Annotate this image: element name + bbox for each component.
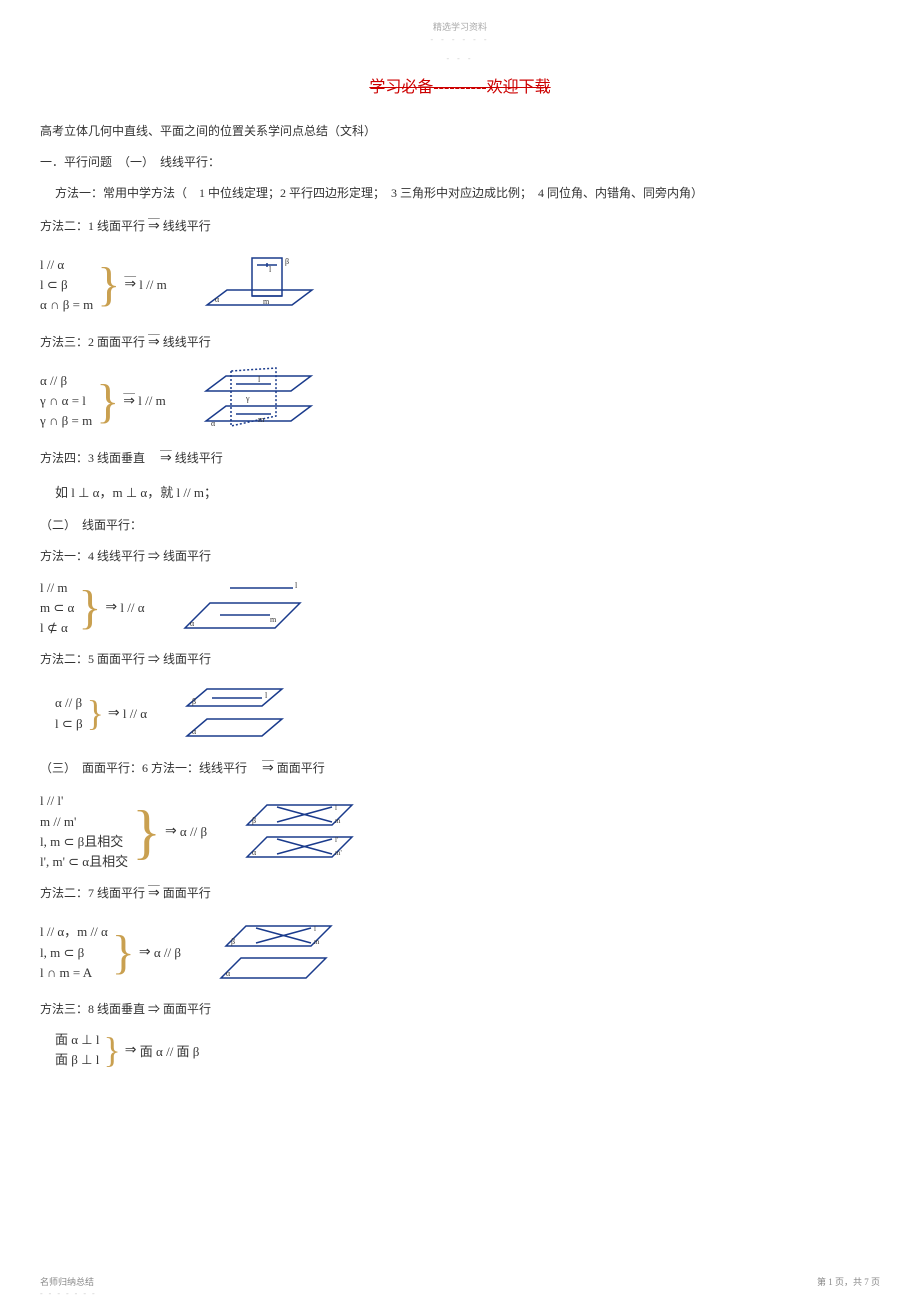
- method2-row: l // α l ⊂ β α ∩ β = m } ⇒ l // m α m β …: [40, 250, 880, 320]
- svg-text:l: l: [335, 804, 337, 812]
- s3-method3-heading: 方法三：8 线面垂直 ⇒ 面面平行: [40, 1000, 880, 1019]
- svg-text:m: m: [263, 297, 270, 306]
- method2-formula: l // α l ⊂ β α ∩ β = m } ⇒ l // m: [40, 256, 167, 315]
- s2-method1-row: l // m m ⊂ α l ⊄ α } ⇒ l // α α m l: [40, 578, 880, 638]
- header-dots: - - - - - -: [40, 35, 880, 44]
- diagram-s3-m1: β α l m l' m': [237, 797, 367, 867]
- s3-method2-row: l // α，m // α l, m ⊂ β l ∩ m = A } ⇒ α /…: [40, 918, 880, 988]
- s2-method2-heading: 方法二：5 面面平行 ⇒ 线面平行: [40, 650, 880, 669]
- footer-right: 第 1 页，共 7 页: [817, 1275, 880, 1288]
- method3-heading: 方法三：2 面面平行 ⇒ 线线平行: [40, 332, 880, 354]
- svg-text:l': l': [335, 836, 338, 844]
- svg-text:β: β: [252, 816, 256, 825]
- diagram-s2-m1: α m l: [175, 578, 315, 638]
- svg-text:β: β: [231, 937, 235, 946]
- section3-heading: （三） 面面平行：6 方法一：线线平行 ⇒ 面面平行: [40, 758, 880, 780]
- svg-text:l: l: [314, 925, 316, 933]
- svg-text:l: l: [265, 691, 268, 700]
- method3-formula: α // β γ ∩ α = l γ ∩ β = m } ⇒ l // m: [40, 372, 166, 431]
- svg-text:m: m: [258, 415, 265, 424]
- svg-text:α: α: [226, 969, 231, 978]
- svg-text:l: l: [295, 581, 298, 590]
- s3-method1-row: l // l' m // m' l, m ⊂ β且相交 l', m' ⊂ α且相…: [40, 792, 880, 871]
- method3-row: α // β γ ∩ α = l γ ∩ β = m } ⇒ l // m α …: [40, 366, 880, 436]
- method1-text: 方法一：常用中学方法（ 1 中位线定理；2 平行四边形定理； 3 三角形中对应边…: [40, 184, 880, 203]
- method4-formula: 如 l ⊥ α，m ⊥ α，就 l // m；: [40, 483, 880, 504]
- s3-method2-formula: l // α，m // α l, m ⊂ β l ∩ m = A } ⇒ α /…: [40, 923, 181, 982]
- s2-method2-row: α // β l ⊂ β } ⇒ l // α β α l: [40, 681, 880, 746]
- s3-method3-formula: 面 α ⊥ l 面 β ⊥ l } ⇒ 面 α // 面 β: [40, 1031, 199, 1069]
- svg-text:l: l: [269, 265, 272, 274]
- diagram-s2-m2: β α l: [177, 681, 297, 746]
- svg-text:α: α: [252, 848, 257, 857]
- footer-dots: - - - - - - -: [40, 1289, 97, 1298]
- section1-heading: 一．平行问题 （一） 线线平行：: [40, 153, 880, 172]
- method2-heading: 方法二：1 线面平行 ⇒ 线线平行: [40, 216, 880, 238]
- svg-text:β: β: [285, 257, 289, 266]
- page-title: 学习必备----------欢迎下载: [40, 73, 880, 97]
- s3-method1-formula: l // l' m // m' l, m ⊂ β且相交 l', m' ⊂ α且相…: [40, 792, 207, 871]
- svg-text:β: β: [192, 697, 196, 706]
- section2-heading: （二） 线面平行：: [40, 516, 880, 535]
- s2-method2-formula: α // β l ⊂ β } ⇒ l // α: [40, 694, 147, 732]
- header-small-text: 精选学习资料: [40, 20, 880, 33]
- diagram-s3-m2: β α l m: [211, 918, 341, 988]
- footer-left: 名师归纳总结: [40, 1275, 94, 1288]
- svg-text:m': m': [335, 849, 342, 857]
- s2-method1-formula: l // m m ⊂ α l ⊄ α } ⇒ l // α: [40, 579, 145, 638]
- diagram-method2: α m β l: [197, 250, 327, 320]
- svg-text:m: m: [314, 938, 320, 946]
- header-dots2: - - -: [40, 54, 880, 63]
- page-footer: 名师归纳总结 第 1 页，共 7 页: [40, 1275, 880, 1288]
- method4-heading: 方法四：3 线面垂直 ⇒ 线线平行: [40, 448, 880, 470]
- diagram-method3: α m l γ: [196, 366, 326, 436]
- s2-method1-heading: 方法一：4 线线平行 ⇒ 线面平行: [40, 547, 880, 566]
- document-title: 高考立体几何中直线、平面之间的位置关系学问点总结（文科）: [40, 122, 880, 141]
- s3-method3-row: 面 α ⊥ l 面 β ⊥ l } ⇒ 面 α // 面 β: [40, 1031, 880, 1069]
- s3-method2-heading: 方法二：7 线面平行 ⇒ 面面平行: [40, 883, 880, 905]
- svg-text:α: α: [190, 619, 195, 628]
- svg-text:m: m: [335, 817, 341, 825]
- svg-text:m: m: [270, 615, 277, 624]
- svg-text:γ: γ: [245, 394, 250, 403]
